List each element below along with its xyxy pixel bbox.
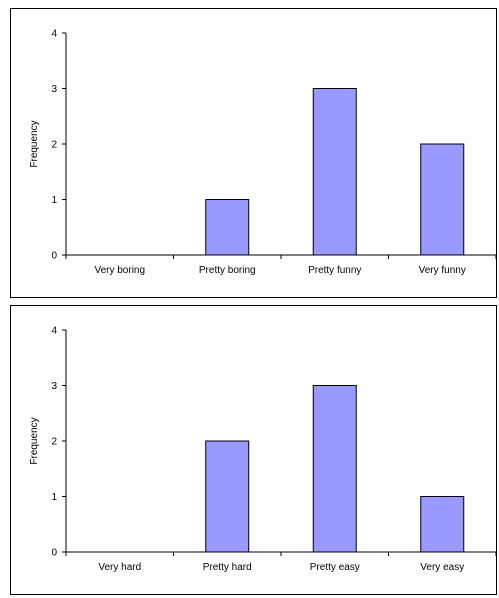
bar-pretty-hard	[205, 440, 250, 553]
bar-very-funny	[420, 143, 465, 256]
y-tick-label: 3	[51, 381, 57, 392]
y-tick-label: 0	[51, 251, 57, 262]
y-tick-label: 2	[51, 437, 57, 448]
x-category-label: Very easy	[420, 562, 464, 573]
x-category-label: Pretty hard	[203, 562, 252, 573]
bar-pretty-easy	[312, 385, 357, 553]
y-tick-label: 3	[51, 84, 57, 95]
y-tick-label: 0	[51, 548, 57, 559]
y-axis-title: Frequency	[29, 417, 40, 464]
y-tick-label: 1	[51, 195, 57, 206]
chart-panel-easy: 0 1 2 3 4 Very hard Pretty hard Pretty easy Very…	[10, 305, 497, 595]
bar-very-easy	[420, 496, 465, 553]
x-category-label: Pretty easy	[310, 562, 360, 573]
x-category-label: Very hard	[98, 562, 141, 573]
y-axis-title: Frequency	[29, 120, 40, 167]
bar-pretty-boring	[205, 199, 250, 256]
bar-chart-easy: 0 1 2 3 4 Very hard Pretty hard Pretty easy Very…	[29, 326, 496, 573]
bar-pretty-funny	[312, 88, 357, 256]
y-tick-label: 4	[51, 29, 57, 40]
y-tick-label: 1	[51, 492, 57, 503]
chart-panel-funny: 0 1 2 3 4 Very boring Pretty boring Pretty funn…	[10, 8, 497, 298]
x-category-label: Pretty funny	[308, 265, 361, 276]
x-category-label: Very boring	[94, 265, 145, 276]
x-category-label: Pretty boring	[199, 265, 256, 276]
bar-chart-funny: 0 1 2 3 4 Very boring Pretty boring Pretty funn…	[29, 29, 496, 276]
x-category-label: Very funny	[419, 265, 466, 276]
y-tick-label: 2	[51, 140, 57, 151]
y-tick-label: 4	[51, 326, 57, 337]
